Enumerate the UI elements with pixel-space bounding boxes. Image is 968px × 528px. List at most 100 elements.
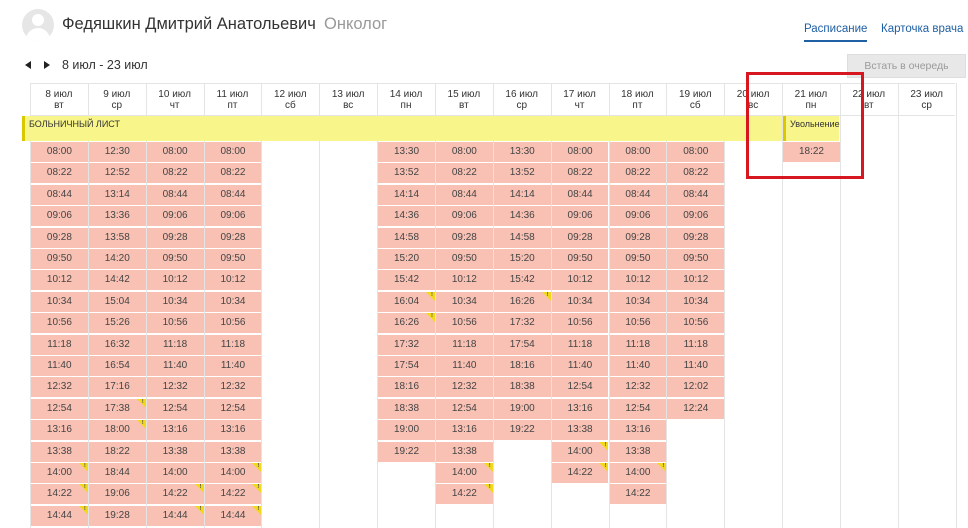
time-slot[interactable]: 16:04: [378, 291, 435, 312]
time-slot[interactable]: 12:24: [667, 398, 725, 419]
time-slot[interactable]: 13:52: [493, 163, 551, 184]
time-slot[interactable]: 08:00: [551, 142, 609, 162]
time-slot[interactable]: 17:54: [493, 334, 551, 355]
time-slot[interactable]: 11:18: [435, 334, 493, 355]
time-slot[interactable]: 10:12: [667, 270, 725, 291]
time-slot[interactable]: 14:44: [204, 505, 262, 526]
time-slot[interactable]: 12:32: [146, 377, 204, 398]
time-slot[interactable]: 18:44: [88, 463, 146, 483]
time-slot[interactable]: 19:00: [493, 398, 551, 419]
time-slot[interactable]: 10:12: [146, 270, 204, 291]
time-slot[interactable]: 10:34: [435, 291, 493, 312]
time-slot[interactable]: 19:06: [88, 484, 146, 505]
time-slot[interactable]: 13:16: [146, 420, 204, 441]
time-slot[interactable]: 08:22: [609, 163, 667, 184]
time-slot[interactable]: 09:28: [609, 227, 667, 248]
time-slot[interactable]: 10:34: [667, 291, 725, 312]
time-slot[interactable]: 12:54: [204, 398, 262, 419]
time-slot[interactable]: 09:50: [31, 249, 88, 269]
time-slot[interactable]: 09:28: [204, 227, 262, 248]
time-slot[interactable]: 18:00: [88, 420, 146, 441]
time-slot[interactable]: 13:14: [88, 184, 146, 205]
time-slot[interactable]: 13:16: [435, 420, 493, 441]
time-slot[interactable]: 10:34: [204, 291, 262, 312]
tab-schedule[interactable]: Расписание: [804, 23, 868, 42]
time-slot[interactable]: 11:18: [204, 334, 262, 355]
time-slot[interactable]: 09:50: [551, 249, 609, 269]
time-slot[interactable]: 09:28: [435, 227, 493, 248]
time-slot[interactable]: 11:40: [551, 356, 609, 376]
time-slot[interactable]: 13:38: [146, 441, 204, 462]
time-slot[interactable]: 13:16: [551, 398, 609, 419]
time-slot[interactable]: 16:26: [493, 291, 551, 312]
time-slot[interactable]: 16:26: [378, 313, 435, 334]
time-slot[interactable]: 08:00: [667, 142, 725, 162]
time-slot[interactable]: 14:44: [31, 505, 88, 526]
time-slot[interactable]: 13:38: [609, 441, 667, 462]
time-slot[interactable]: 13:36: [88, 206, 146, 227]
time-slot[interactable]: 18:16: [493, 356, 551, 376]
time-slot[interactable]: 08:22: [146, 163, 204, 184]
time-slot[interactable]: 14:22: [435, 484, 493, 505]
time-slot[interactable]: 14:22: [609, 484, 667, 505]
prev-period-icon[interactable]: [25, 61, 31, 69]
time-slot[interactable]: 15:42: [378, 270, 435, 291]
next-period-icon[interactable]: [44, 61, 50, 69]
time-slot[interactable]: 10:12: [204, 270, 262, 291]
time-slot[interactable]: 09:06: [204, 206, 262, 227]
time-slot[interactable]: 10:12: [609, 270, 667, 291]
time-slot[interactable]: 13:30: [493, 142, 551, 162]
time-slot[interactable]: 18:38: [493, 377, 551, 398]
time-slot[interactable]: 09:28: [551, 227, 609, 248]
time-slot[interactable]: 13:38: [204, 441, 262, 462]
time-slot[interactable]: 12:54: [551, 377, 609, 398]
time-slot[interactable]: 19:28: [88, 505, 146, 526]
time-slot[interactable]: 19:22: [493, 420, 551, 441]
time-slot[interactable]: 15:20: [493, 249, 551, 269]
time-slot[interactable]: 09:06: [146, 206, 204, 227]
time-slot[interactable]: 10:34: [31, 291, 88, 312]
time-slot[interactable]: 13:16: [31, 420, 88, 441]
time-slot[interactable]: 17:32: [378, 334, 435, 355]
tab-doctor-card[interactable]: Карточка врача: [881, 23, 964, 35]
time-slot[interactable]: 15:42: [493, 270, 551, 291]
time-slot[interactable]: 14:20: [88, 249, 146, 269]
time-slot[interactable]: 13:58: [88, 227, 146, 248]
time-slot[interactable]: 09:28: [146, 227, 204, 248]
time-slot[interactable]: 16:54: [88, 356, 146, 376]
time-slot[interactable]: 09:06: [435, 206, 493, 227]
time-slot[interactable]: 18:22: [783, 142, 840, 162]
time-slot[interactable]: 09:06: [609, 206, 667, 227]
time-slot[interactable]: 08:22: [435, 163, 493, 184]
time-slot[interactable]: 08:44: [551, 184, 609, 205]
time-slot[interactable]: 14:22: [146, 484, 204, 505]
time-slot[interactable]: 08:22: [204, 163, 262, 184]
time-slot[interactable]: 08:00: [146, 142, 204, 162]
time-slot[interactable]: 08:22: [667, 163, 725, 184]
queue-button[interactable]: Встать в очередь: [847, 54, 966, 78]
time-slot[interactable]: 18:16: [378, 377, 435, 398]
time-slot[interactable]: 10:34: [609, 291, 667, 312]
time-slot[interactable]: 12:02: [667, 377, 725, 398]
time-slot[interactable]: 10:56: [31, 313, 88, 334]
time-slot[interactable]: 11:40: [667, 356, 725, 376]
time-slot[interactable]: 14:14: [493, 184, 551, 205]
time-slot[interactable]: 11:40: [204, 356, 262, 376]
time-slot[interactable]: 16:32: [88, 334, 146, 355]
time-slot[interactable]: 11:40: [609, 356, 667, 376]
time-slot[interactable]: 17:16: [88, 377, 146, 398]
time-slot[interactable]: 15:04: [88, 291, 146, 312]
time-slot[interactable]: 09:50: [435, 249, 493, 269]
time-slot[interactable]: 12:54: [146, 398, 204, 419]
time-slot[interactable]: 18:38: [378, 398, 435, 419]
time-slot[interactable]: 09:50: [609, 249, 667, 269]
time-slot[interactable]: 14:44: [146, 505, 204, 526]
time-slot[interactable]: 10:56: [204, 313, 262, 334]
time-slot[interactable]: 14:58: [493, 227, 551, 248]
time-slot[interactable]: 14:14: [378, 184, 435, 205]
time-slot[interactable]: 12:54: [435, 398, 493, 419]
time-slot[interactable]: 08:44: [31, 184, 88, 205]
time-slot[interactable]: 13:16: [204, 420, 262, 441]
time-slot[interactable]: 14:00: [204, 463, 262, 483]
time-slot[interactable]: 09:50: [146, 249, 204, 269]
